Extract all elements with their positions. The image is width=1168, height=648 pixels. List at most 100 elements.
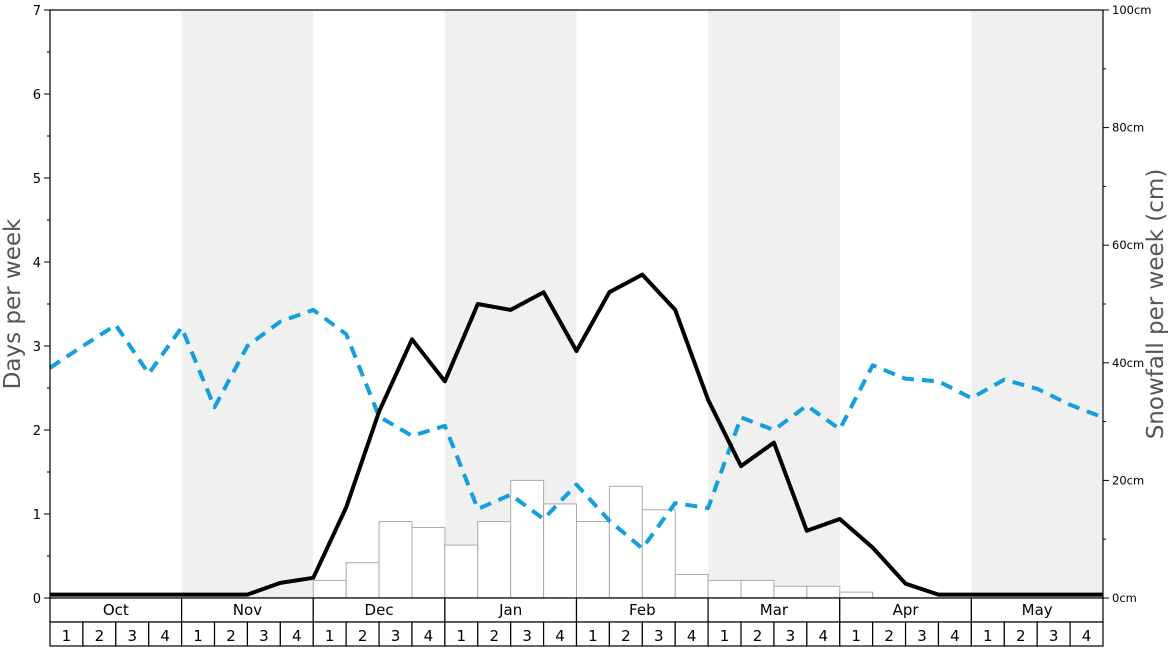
snowfall-bar-week-14 [477,521,512,599]
left-tick-label-1: 1 [33,508,41,523]
snowfall-bar-week-12 [411,526,446,599]
week-cell-2 [82,621,117,647]
week-cell-23 [773,621,808,647]
month-labels: Oct Nov Dec Jan Feb Mar Apr May [49,597,1104,623]
week-label-29: 1 [983,627,993,645]
month-label-may: May [1022,601,1053,619]
month-label-apr: Apr [893,601,920,619]
week-cell-28 [937,621,972,647]
left-tick-label-2: 2 [33,424,41,439]
week-label-13: 1 [457,627,467,645]
week-label-15: 3 [522,627,532,645]
week-label-24: 4 [819,627,829,645]
week-cell-24 [806,621,841,647]
week-cell-27 [904,621,940,647]
month-label-feb: Feb [629,601,656,619]
week-cell-11 [378,621,413,647]
right-axis: 0cm 20cm 40cm 60cm 80cm 100cm [1103,3,1151,605]
week-label-6: 2 [226,627,236,645]
week-label-17: 1 [588,627,598,645]
week-label-7: 3 [259,627,269,645]
left-tick-label-0: 0 [33,592,41,607]
week-label-27: 3 [917,627,927,645]
week-label-20: 4 [687,627,697,645]
week-label-4: 4 [160,627,170,645]
week-label-23: 3 [786,627,796,645]
week-cell-32 [1069,621,1104,647]
week-cell-30 [1003,621,1038,647]
month-label-jan: Jan [498,601,522,619]
month-bands [181,10,1103,598]
snowfall-bar-week-16 [543,503,577,599]
right-tick-label-5: 100cm [1112,3,1151,17]
month-label-nov: Nov [233,601,262,619]
week-label-5: 1 [193,627,203,645]
week-label-16: 4 [555,627,565,645]
week-cell-6 [213,621,249,647]
week-label-31: 3 [1049,627,1059,645]
snowfall-bar-week-19 [641,509,676,599]
week-label-28: 4 [950,627,960,645]
week-label-1: 1 [62,627,72,645]
right-tick-label-2: 40cm [1112,356,1144,370]
dashed-series-line [48,307,1104,551]
week-label-10: 2 [358,627,368,645]
left-tick-label-5: 5 [33,172,41,187]
month-band-mar [708,10,840,598]
snowfall-bar-week-24 [806,585,841,599]
snow-days-line [50,272,1103,597]
week-cell-4 [148,621,183,647]
week-label-25: 1 [851,627,861,645]
week-cell-15 [510,621,545,647]
week-label-30: 2 [1016,627,1026,645]
snowfall-bar-week-21 [707,579,742,599]
week-label-32: 4 [1082,627,1092,645]
week-label-3: 3 [127,627,137,645]
snowfall-bar-week-9 [312,579,347,599]
left-tick-label-6: 6 [33,88,41,103]
snowfall-bar-week-22 [740,579,775,599]
week-cell-17 [575,621,611,647]
snowfall-bar-week-10 [345,562,380,599]
month-band-may [971,10,1103,598]
left-axis-title: Days per week [0,218,26,389]
week-cell-21 [707,621,742,647]
week-label-2: 2 [95,627,105,645]
week-labels: 1 2 3 4 1 2 3 4 1 2 3 4 1 2 3 4 1 2 3 4 1 2 3 4 1 2 3 4 1 2 3 4 [49,621,1104,647]
snowfall-bar-week-11 [378,521,413,599]
right-axis-title: Snowfall per week (cm) [1143,169,1168,440]
week-label-14: 2 [489,627,499,645]
week-label-12: 4 [424,627,434,645]
month-cell-oct [49,597,183,623]
week-cell-10 [345,621,380,647]
snowfall-bars [312,479,874,599]
snowfall-bar-week-15 [510,479,545,599]
left-tick-label-4: 4 [33,256,41,271]
week-cell-7 [246,621,281,647]
week-cell-29 [970,621,1005,647]
week-label-22: 2 [753,627,763,645]
week-label-19: 3 [654,627,664,645]
month-band-nov [181,10,314,598]
week-cell-5 [181,621,216,647]
week-label-18: 2 [621,627,631,645]
week-cell-19 [641,621,676,647]
snowfall-bar-week-25 [839,591,874,599]
right-tick-label-0: 0cm [1112,591,1137,605]
month-cell-dec [312,597,446,623]
right-tick-label-3: 60cm [1112,238,1144,252]
week-label-21: 1 [720,627,730,645]
week-cell-13 [444,621,479,647]
month-label-mar: Mar [760,601,789,619]
left-tick-label-3: 3 [33,340,41,355]
week-label-11: 3 [391,627,401,645]
month-label-dec: Dec [365,601,394,619]
week-label-9: 1 [325,627,335,645]
month-cell-jan [444,597,578,623]
week-cell-1 [49,621,84,647]
right-tick-label-4: 80cm [1112,121,1144,135]
left-axis: 0 1 2 3 4 5 6 7 [33,4,50,607]
week-label-8: 4 [292,627,302,645]
right-tick-label-1: 20cm [1112,473,1144,487]
